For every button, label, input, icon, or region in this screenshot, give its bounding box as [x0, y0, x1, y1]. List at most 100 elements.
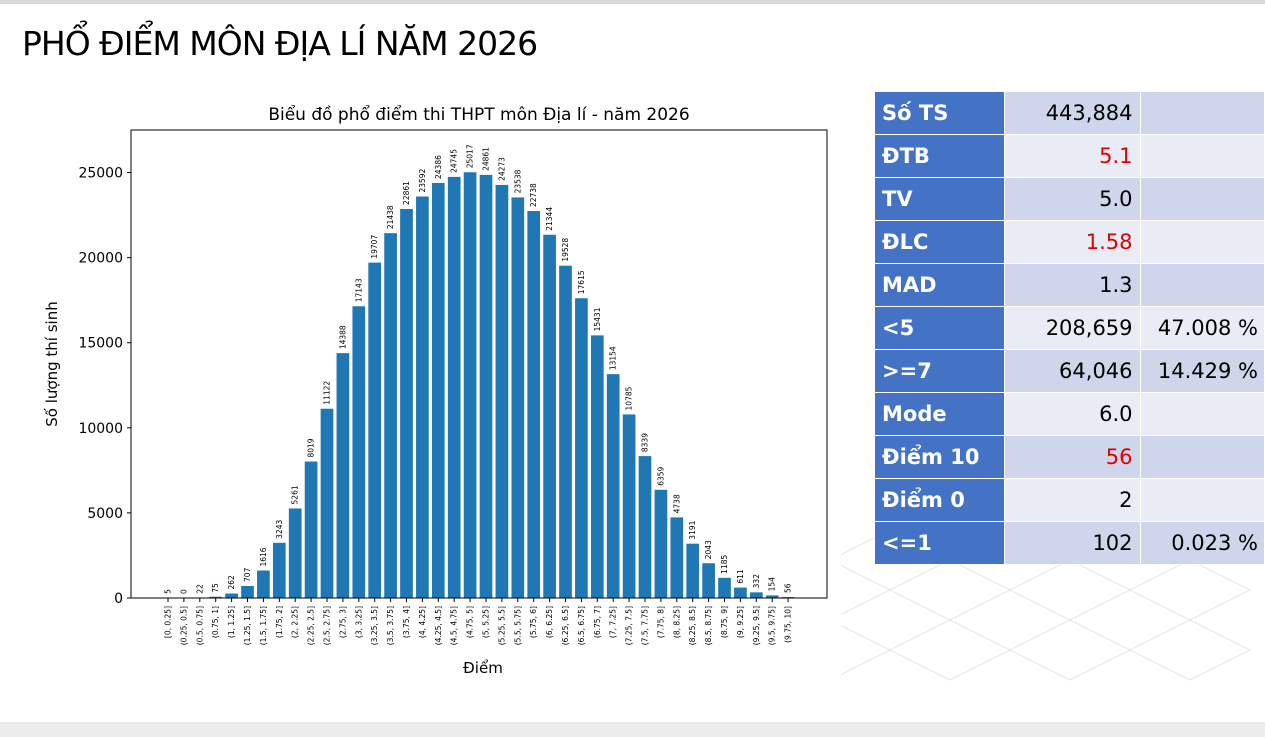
stats-label: ĐTB — [874, 134, 1005, 178]
bar-value-label: 707 — [243, 567, 252, 582]
stats-value: 64,046 — [1003, 349, 1141, 393]
bar — [479, 174, 493, 598]
bar — [765, 595, 779, 598]
stats-row: Mode 6.0 — [874, 392, 1265, 436]
plot-frame — [130, 129, 828, 599]
bar — [686, 543, 700, 598]
bar — [384, 233, 397, 598]
stats-label: <=1 — [874, 521, 1005, 565]
bar-value-label: 23592 — [418, 168, 427, 192]
x-tick-label: (5.25, 5.5] — [497, 606, 506, 645]
stats-value: 56 — [1003, 435, 1141, 479]
stats-percent — [1139, 134, 1265, 178]
x-tick-label: (7.75, 8] — [656, 606, 665, 638]
x-tick-label: (4.75, 5] — [466, 606, 475, 638]
stats-table: Số TS 443,884 ĐTB 5.1 TV 5.0 ĐLC 1.58 MAD 1.3 <5 20… — [874, 91, 1265, 565]
y-tick-label: 5000 — [87, 506, 123, 522]
stats-percent — [1139, 263, 1265, 307]
bar-value-label: 332 — [752, 574, 761, 589]
bar — [638, 456, 652, 598]
bar — [352, 306, 366, 598]
stats-value: 5.1 — [1003, 134, 1141, 178]
stats-value: 443,884 — [1003, 91, 1141, 135]
x-tick-label: (6.5, 6.75] — [577, 606, 586, 645]
stats-label: Điểm 10 — [874, 435, 1005, 479]
bar-value-label: 17143 — [354, 278, 363, 302]
bar-value-label: 154 — [768, 577, 777, 592]
x-tick-label: (0.5, 0.75] — [195, 606, 204, 645]
bar — [670, 517, 684, 598]
bar-value-label: 5261 — [291, 485, 300, 504]
bar — [606, 374, 620, 598]
bar — [272, 542, 286, 598]
x-tick-label: (7.25, 7.5] — [625, 606, 634, 645]
bar-value-label: 21344 — [545, 207, 554, 231]
x-tick-label: (0.75, 1] — [211, 606, 220, 638]
bar — [304, 461, 318, 598]
stats-percent — [1139, 392, 1265, 436]
bar-value-label: 262 — [227, 575, 236, 590]
x-tick-label: (1.75, 2] — [275, 606, 284, 638]
bar-value-label: 0 — [179, 589, 188, 594]
y-tick-label: 20000 — [78, 251, 123, 267]
x-tick-label: (8.5, 8.75] — [704, 606, 713, 645]
stats-value: 1.3 — [1003, 263, 1141, 307]
bar-value-label: 6359 — [656, 466, 665, 485]
x-tick-label: (7.5, 7.75] — [641, 606, 650, 645]
bar-value-label: 15431 — [593, 307, 602, 331]
x-tick-label: (3.75, 4] — [402, 606, 411, 638]
stats-percent — [1139, 435, 1265, 479]
stats-value: 1.58 — [1003, 220, 1141, 264]
stats-value: 102 — [1003, 521, 1141, 565]
x-tick-label: (3.5, 3.75] — [386, 606, 395, 645]
bar — [257, 570, 270, 598]
x-tick-label: (5.75, 6] — [529, 606, 538, 638]
bar — [495, 184, 509, 598]
bar-value-label: 24386 — [434, 155, 443, 179]
bar — [416, 196, 429, 598]
score-distribution-chart: 5 [0, 0.25] 0 (0.25, 0.5] 22 (0.5, 0.75] 75 (0.… — [43, 104, 828, 677]
page-title: PHỔ ĐIỂM MÔN ĐỊA LÍ NĂM 2026 — [22, 24, 538, 63]
y-tick-label: 15000 — [78, 336, 123, 352]
x-tick-label: (2, 2.25] — [291, 606, 300, 638]
stats-row: MAD 1.3 — [874, 263, 1265, 307]
x-tick-label: [0, 0.25] — [164, 606, 173, 638]
stats-label: <5 — [874, 306, 1005, 350]
stats-row: <=1 102 0.023 % — [874, 521, 1265, 565]
stats-row: Điểm 10 56 — [874, 435, 1265, 479]
bar — [225, 593, 238, 598]
plot-area — [131, 130, 827, 598]
stats-row: >=7 64,046 14.429 % — [874, 349, 1265, 393]
bar-value-label: 24745 — [450, 149, 459, 173]
bar-value-label: 3191 — [688, 520, 697, 539]
x-tick-label: (5, 5.25] — [482, 606, 491, 638]
stats-label: Mode — [874, 392, 1005, 436]
stats-value: 6.0 — [1003, 392, 1141, 436]
x-tick-label: (6, 6.25] — [545, 606, 554, 638]
bar-value-label: 19528 — [561, 238, 570, 262]
x-tick-label: (4, 4.25] — [418, 606, 427, 638]
bar — [527, 211, 541, 598]
stats-label: Số TS — [874, 91, 1005, 135]
bar — [463, 172, 477, 598]
y-tick-label: 10000 — [78, 421, 123, 437]
stats-percent — [1139, 91, 1265, 135]
stats-percent — [1139, 478, 1265, 522]
bar — [702, 563, 715, 598]
bar-value-label: 4738 — [672, 494, 681, 513]
chart-container: 5 [0, 0.25] 0 (0.25, 0.5] 22 (0.5, 0.75] 75 (0.… — [31, 91, 841, 688]
stats-percent: 14.429 % — [1139, 349, 1265, 393]
stats-row: Số TS 443,884 — [874, 91, 1265, 135]
bar-value-label: 1185 — [720, 555, 729, 574]
stats-percent — [1139, 220, 1265, 264]
bar — [320, 408, 334, 598]
x-tick-label: (4.25, 4.5] — [434, 606, 443, 645]
stats-row: TV 5.0 — [874, 177, 1265, 221]
x-tick-label: (9, 9.25] — [736, 606, 745, 638]
bar-value-label: 10785 — [625, 386, 634, 410]
bar — [734, 587, 747, 598]
bottom-bar — [0, 722, 1265, 737]
stats-row: ĐTB 5.1 — [874, 134, 1265, 178]
bar — [336, 353, 350, 598]
